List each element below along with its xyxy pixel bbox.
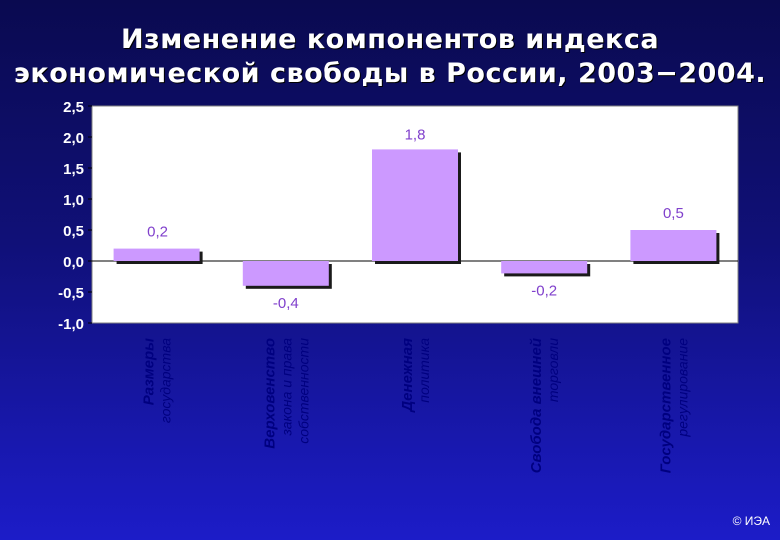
chart-title-line-1: Изменение компонентов индекса: [120, 24, 660, 55]
y-tick-label: 1,5: [63, 161, 84, 178]
chart-title-line-2: экономической свободы в России, 2003−200…: [13, 58, 767, 89]
category-label-line: Верховенство: [261, 338, 278, 449]
bar: [242, 261, 329, 286]
y-tick-label: -1,0: [58, 316, 84, 333]
bar: [113, 248, 200, 261]
data-label: -0,4: [273, 295, 299, 312]
copyright-notice: © ИЭА: [732, 514, 770, 528]
category-label-line: Государственное: [657, 338, 674, 473]
bar: [372, 149, 458, 261]
category-label-line: политика: [416, 338, 432, 403]
category-label: Государственное регулирование: [657, 338, 690, 473]
data-label: 1,8: [405, 126, 426, 143]
category-label-line: собственности: [295, 338, 311, 444]
y-tick-label: 0,5: [63, 223, 84, 240]
y-tick-label: 2,0: [63, 130, 84, 147]
category-label-line: государства: [158, 338, 174, 423]
category-label: Денежная политика: [399, 338, 432, 414]
category-label-line: регулирование: [674, 338, 690, 438]
category-label-line: Свобода внешней: [528, 338, 545, 473]
data-label: 0,2: [147, 224, 168, 241]
y-tick-label: -0,5: [58, 285, 84, 302]
category-label: Размеры государства: [141, 338, 174, 423]
y-tick-label: 0,0: [63, 254, 84, 271]
y-tick-label: 1,0: [63, 192, 84, 209]
data-label: 0,5: [663, 205, 684, 222]
y-tick-label: 2,5: [63, 99, 84, 116]
bar: [630, 230, 717, 261]
bar: [501, 261, 588, 274]
category-label-line: Размеры: [141, 338, 158, 405]
category-label: Свобода внешней торговли: [528, 338, 561, 473]
data-label: -0,2: [531, 282, 557, 299]
category-label-line: Денежная: [399, 338, 416, 414]
category-label-line: торговли: [545, 338, 561, 402]
category-label: Верховенство закона и права собственности: [261, 338, 311, 449]
category-label-line: закона и права: [278, 338, 294, 437]
